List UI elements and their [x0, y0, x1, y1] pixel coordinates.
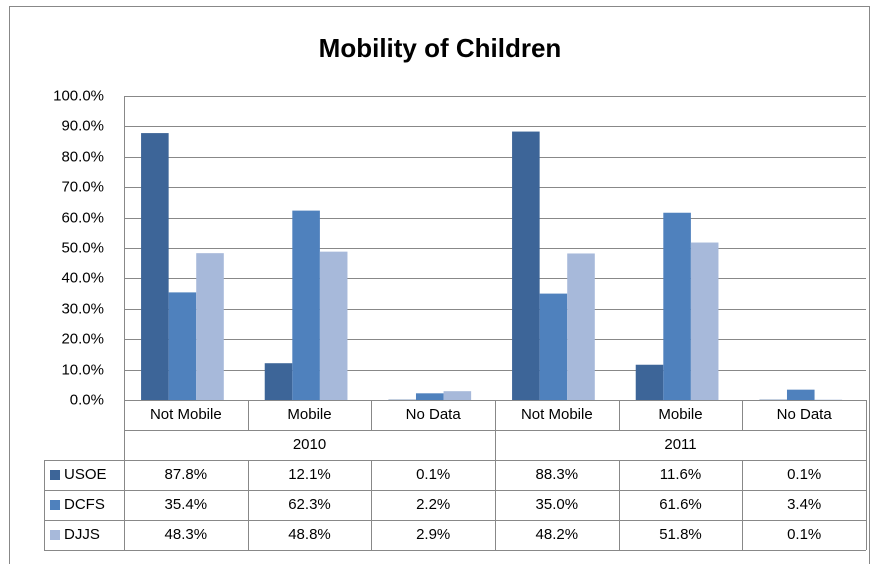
legend-key — [50, 530, 60, 540]
y-tick-label: 60.0% — [61, 209, 104, 226]
y-tick-label: 80.0% — [61, 148, 104, 165]
table-value: 48.2% — [536, 526, 579, 543]
legend-label: USOE — [64, 466, 107, 483]
y-tick-label: 100.0% — [53, 87, 104, 104]
y-tick-label: 70.0% — [61, 178, 104, 195]
bar — [196, 253, 224, 400]
category-label: Mobile — [287, 406, 331, 423]
table-value: 2.2% — [416, 496, 450, 513]
category-label: Not Mobile — [521, 406, 593, 423]
group-label: 2010 — [293, 436, 326, 453]
bar — [540, 294, 568, 400]
bar — [636, 365, 664, 400]
category-label: No Data — [406, 406, 462, 423]
bar — [787, 390, 815, 400]
y-tick-label: 0.0% — [70, 391, 104, 408]
bar — [141, 133, 169, 400]
group-label: 2011 — [664, 436, 696, 453]
bar — [416, 393, 444, 400]
table-value: 62.3% — [288, 496, 331, 513]
table-value: 88.3% — [536, 466, 579, 483]
table-value: 51.8% — [659, 526, 702, 543]
table-value: 3.4% — [787, 496, 821, 513]
legend-label: DCFS — [64, 496, 105, 513]
category-label: No Data — [777, 406, 833, 423]
legend-key — [50, 470, 60, 480]
table-value: 11.6% — [660, 466, 701, 483]
table-value: 0.1% — [416, 466, 450, 483]
bar — [691, 243, 719, 400]
chart-title: Mobility of Children — [319, 33, 562, 63]
bar — [265, 363, 293, 400]
y-tick-label: 20.0% — [61, 330, 104, 347]
table-value: 61.6% — [659, 496, 702, 513]
bar — [444, 391, 472, 400]
legend-label: DJJS — [64, 526, 100, 543]
y-tick-label: 50.0% — [61, 239, 104, 256]
y-tick-label: 40.0% — [61, 269, 104, 286]
table-value: 35.4% — [165, 496, 208, 513]
y-tick-label: 10.0% — [61, 361, 104, 378]
bar — [320, 252, 348, 400]
table-value: 2.9% — [416, 526, 450, 543]
table-value: 0.1% — [787, 466, 821, 483]
y-tick-label: 90.0% — [61, 117, 104, 134]
table-value: 12.1% — [288, 466, 331, 483]
y-tick-label: 30.0% — [61, 300, 104, 317]
bar — [663, 213, 691, 400]
bar — [512, 132, 540, 400]
table-value: 87.8% — [165, 466, 208, 483]
bar — [292, 211, 320, 400]
table-value: 48.3% — [165, 526, 208, 543]
legend-key — [50, 500, 60, 510]
category-label: Not Mobile — [150, 406, 222, 423]
table-value: 48.8% — [288, 526, 331, 543]
category-label: Mobile — [658, 406, 702, 423]
bar — [169, 292, 197, 400]
bar — [567, 253, 595, 400]
table-value: 0.1% — [787, 526, 821, 543]
table-value: 35.0% — [536, 496, 579, 513]
